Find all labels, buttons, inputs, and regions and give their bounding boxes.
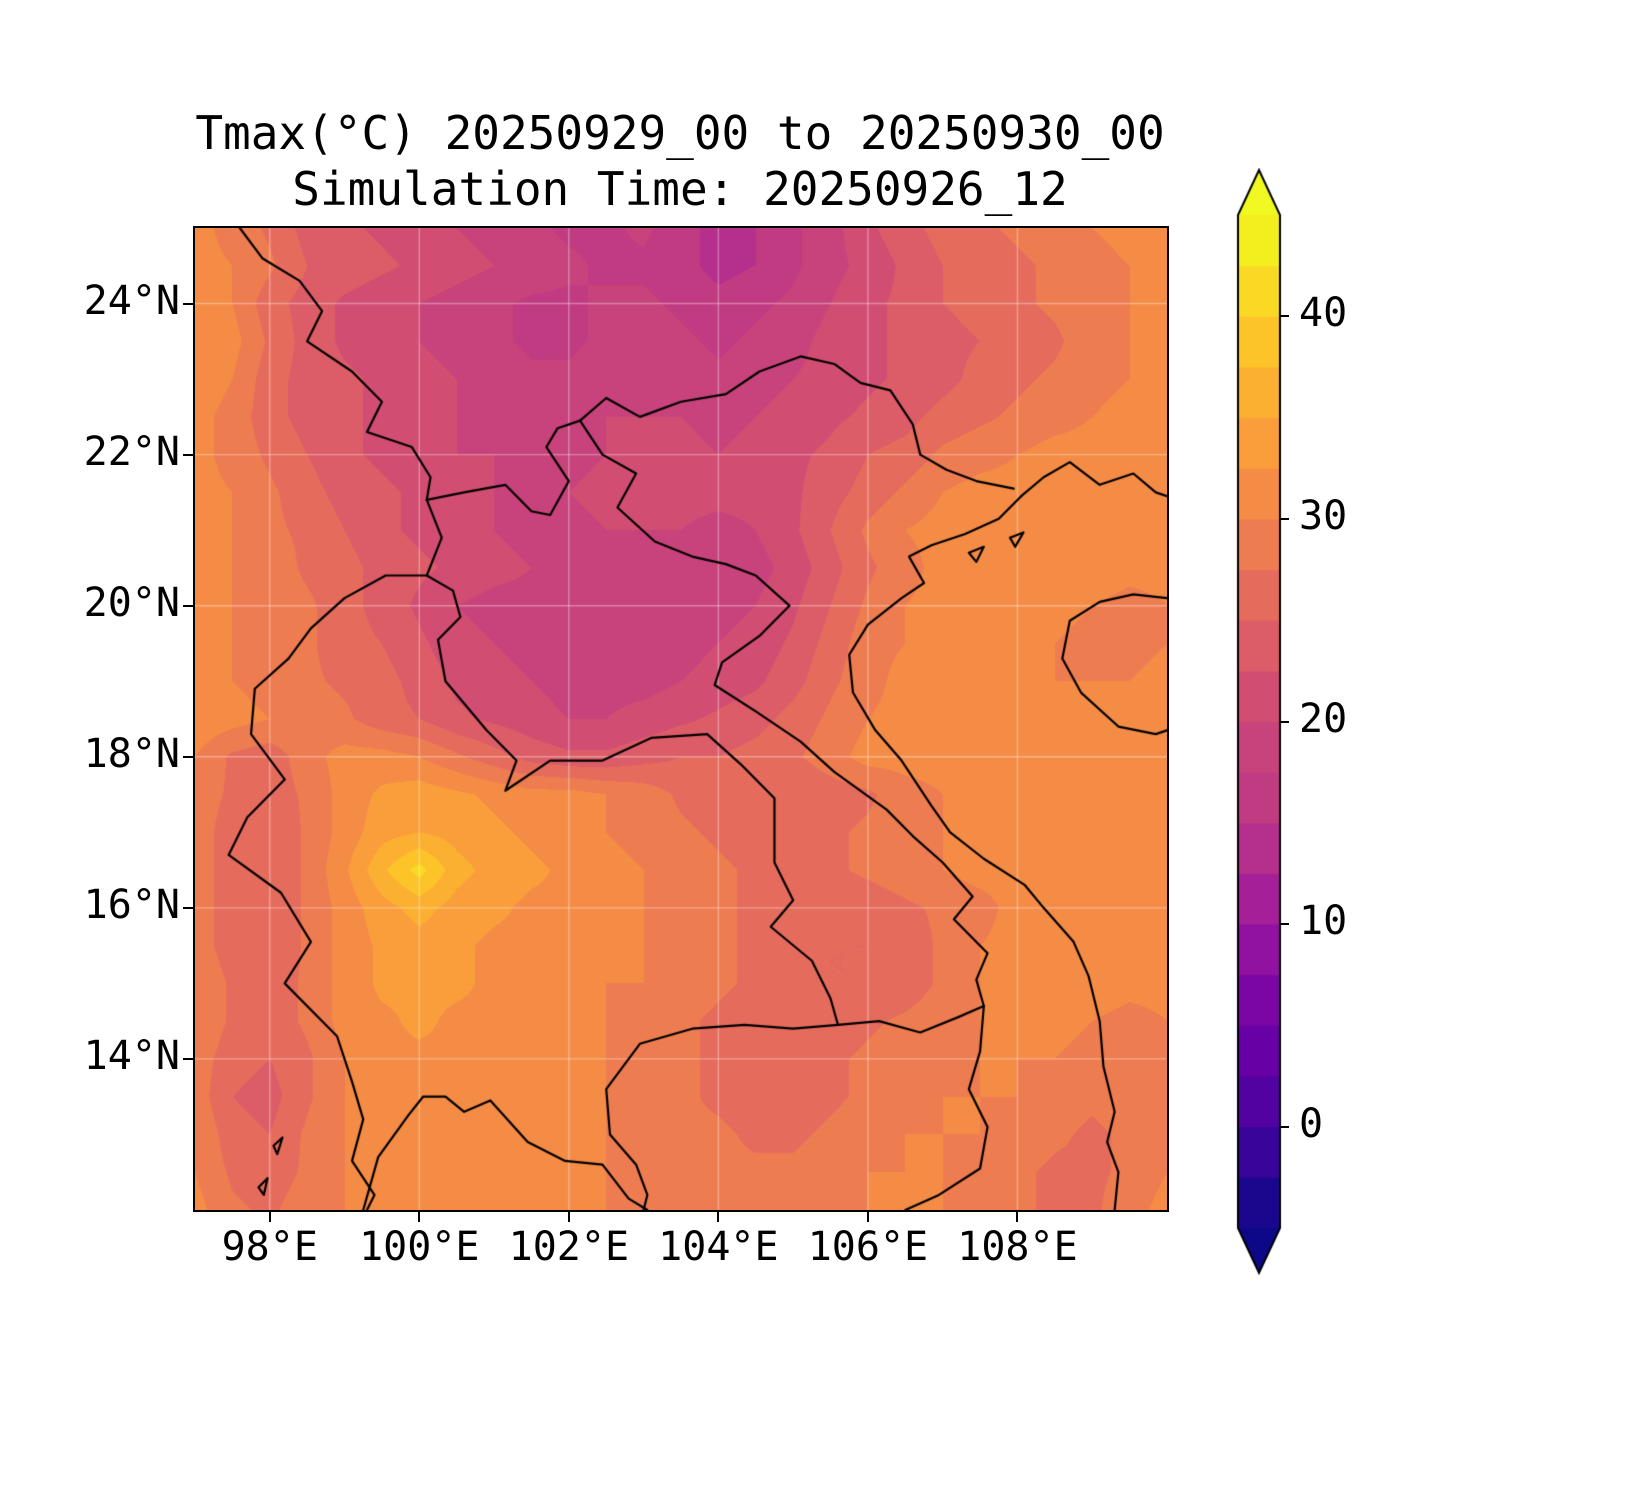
- x-axis-tick-label: 100°E: [359, 1224, 480, 1270]
- colorbar-tick-label: 20: [1299, 695, 1348, 742]
- colorbar-tick: [1280, 1125, 1289, 1128]
- y-axis-tick: [183, 755, 193, 758]
- x-axis-tick-label: 104°E: [658, 1224, 779, 1270]
- y-axis-tick: [183, 302, 193, 305]
- chart-subtitle: Simulation Time: 20250926_12: [292, 162, 1068, 216]
- chart-title: Tmax(°C) 20250929_00 to 20250930_00: [195, 106, 1165, 160]
- x-axis-tick: [1016, 1212, 1019, 1222]
- x-axis-tick: [567, 1212, 570, 1222]
- colorbar: [1236, 168, 1282, 1278]
- colorbar-tick: [1280, 315, 1289, 318]
- x-axis-tick-label: 108°E: [957, 1224, 1078, 1270]
- colorbar-tick-label: 10: [1299, 898, 1348, 945]
- x-axis-tick: [418, 1212, 421, 1222]
- temperature-map-canvas: [195, 228, 1167, 1210]
- y-axis-tick-label: 18°N: [83, 730, 180, 777]
- x-axis-tick: [717, 1212, 720, 1222]
- y-axis-tick-label: 22°N: [83, 428, 180, 475]
- y-axis-tick: [183, 1057, 193, 1060]
- y-axis-tick-label: 20°N: [83, 579, 180, 626]
- y-axis-tick: [183, 906, 193, 909]
- x-axis-tick: [268, 1212, 271, 1222]
- colorbar-tick: [1280, 720, 1289, 723]
- colorbar-tick-label: 30: [1299, 492, 1348, 539]
- y-axis-tick-label: 24°N: [83, 277, 180, 324]
- colorbar-tick: [1280, 517, 1289, 520]
- y-axis-tick-label: 14°N: [83, 1032, 180, 1079]
- x-axis-tick-label: 106°E: [807, 1224, 929, 1270]
- colorbar-tick: [1280, 923, 1289, 926]
- x-axis-tick-label: 98°E: [221, 1224, 318, 1270]
- y-axis-tick-label: 16°N: [83, 881, 180, 928]
- y-axis-tick: [183, 453, 193, 456]
- y-axis-tick: [183, 604, 193, 607]
- colorbar-tick-label: 40: [1299, 290, 1348, 337]
- map-plot-area: [193, 226, 1169, 1212]
- x-axis-tick: [866, 1212, 869, 1222]
- colorbar-tick-label: 0: [1299, 1100, 1324, 1147]
- x-axis-tick-label: 102°E: [508, 1224, 630, 1270]
